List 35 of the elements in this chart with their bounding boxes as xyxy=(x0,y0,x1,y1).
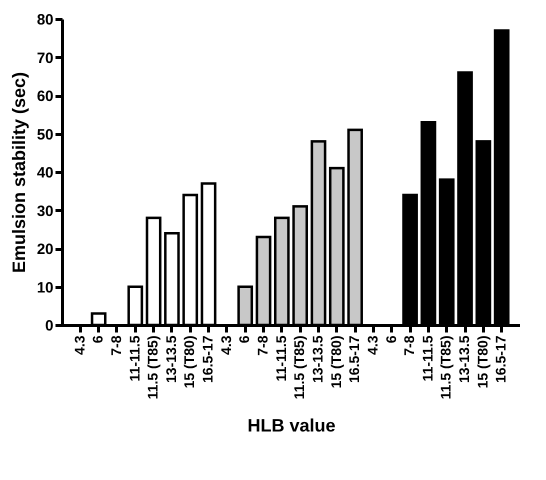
x-tick-label: 4.3 xyxy=(71,335,88,355)
x-tick-label: 13-13.5 xyxy=(309,335,326,383)
x-tick-label: 16.5-17 xyxy=(346,335,362,383)
x-tick-label: 16.5-17 xyxy=(492,335,509,383)
x-tick-label: 6 xyxy=(236,335,252,344)
x-tick-label: 11-11.5 xyxy=(272,335,289,382)
x-tick-label: 13-13.5 xyxy=(162,335,179,383)
x-tick-label: 6 xyxy=(382,335,399,344)
x-tick-label: 7-8 xyxy=(108,335,124,356)
y-tick-label: 80 xyxy=(36,12,54,28)
x-tick-label: 15 (T80) xyxy=(328,336,344,388)
x-tick-label: 16.5-17 xyxy=(200,335,216,383)
x-tick-label: 7-8 xyxy=(401,335,418,356)
y-tick-label: 50 xyxy=(36,126,54,144)
x-tick-label: 4.3 xyxy=(218,335,234,355)
x-tick-label: 11-11.5 xyxy=(419,335,436,382)
x-axis-title: HLB value xyxy=(247,415,336,436)
x-tick-label: 7-8 xyxy=(254,335,271,356)
y-tick-label: 70 xyxy=(36,50,54,67)
x-tick-label: 11.5 (T85) xyxy=(144,336,161,400)
x-tick-label: 11-11.5 xyxy=(126,335,142,382)
y-tick-label: 20 xyxy=(36,241,54,258)
y-tick-label: 10 xyxy=(36,279,54,296)
y-tick-label: 30 xyxy=(36,202,54,220)
y-tick-label: 40 xyxy=(36,164,54,182)
x-tick-label: 15 (T80) xyxy=(474,336,490,388)
y-tick-label: 60 xyxy=(36,88,54,105)
x-tick-label: 13-13.5 xyxy=(456,335,472,383)
y-axis-title: Emulsion stability (sec) xyxy=(8,72,29,274)
x-tick-label: 4.3 xyxy=(364,335,380,355)
x-tick-label: 15 (T80) xyxy=(181,336,198,388)
y-tick-label: 0 xyxy=(45,318,54,334)
x-tick-label: 11.5 (T85) xyxy=(291,336,308,400)
x-tick-label: 6 xyxy=(90,335,106,344)
x-tick-label: 11.5 (T85) xyxy=(438,336,454,400)
